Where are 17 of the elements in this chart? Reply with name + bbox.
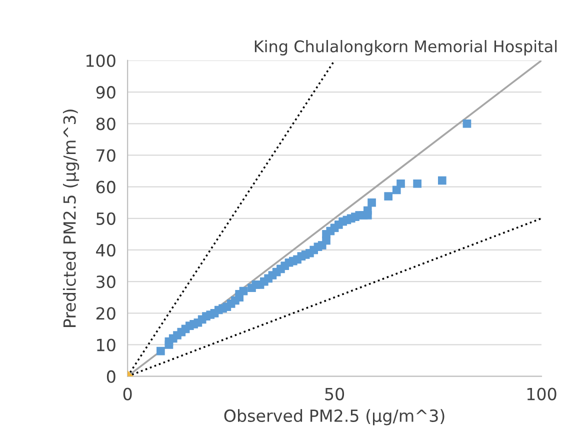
y-tick-label: 20: [96, 307, 116, 320]
x-tick-label: 50: [325, 388, 344, 400]
y-tick-label: 100: [86, 54, 116, 68]
y-tick-label: 40: [96, 244, 116, 257]
y-tick-label: 10: [97, 338, 116, 352]
y-tick-label: 30: [96, 276, 116, 288]
y-tick-label: 50: [96, 212, 116, 225]
x-axis-title: Observed PM2.5 (μg/m^3): [224, 409, 444, 426]
x-tick-label: 0: [123, 388, 132, 400]
y-tick-label: 90: [96, 86, 116, 99]
x-tick-label: 100: [527, 388, 556, 400]
y-tick-label: 0: [106, 370, 116, 383]
y-axis-title: Predicted PM2.5 (μg/m^3): [62, 110, 80, 327]
y-tick-label: 70: [96, 149, 116, 162]
y-tick-label: 80: [96, 118, 116, 130]
y-tick-label: 60: [96, 180, 116, 194]
chart-title: King Chulalongkorn Memorial Hospital: [254, 40, 557, 56]
